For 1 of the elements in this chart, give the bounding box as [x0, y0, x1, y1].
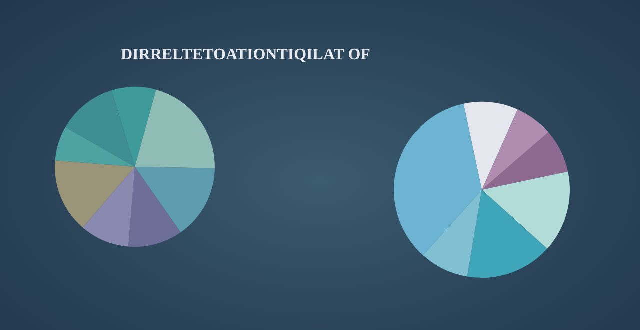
chart-title: DIRRELTETOATIONTIQILAT OF — [121, 46, 371, 64]
